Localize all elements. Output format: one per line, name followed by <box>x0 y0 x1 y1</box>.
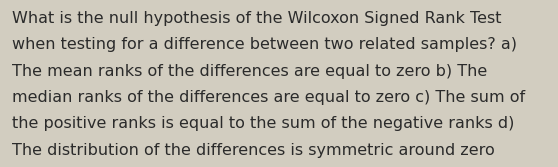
Text: The distribution of the differences is symmetric around zero: The distribution of the differences is s… <box>12 143 495 158</box>
Text: when testing for a difference between two related samples? a): when testing for a difference between tw… <box>12 37 517 52</box>
Text: median ranks of the differences are equal to zero c) The sum of: median ranks of the differences are equa… <box>12 90 526 105</box>
Text: the positive ranks is equal to the sum of the negative ranks d): the positive ranks is equal to the sum o… <box>12 116 514 131</box>
Text: What is the null hypothesis of the Wilcoxon Signed Rank Test: What is the null hypothesis of the Wilco… <box>12 11 502 26</box>
Text: The mean ranks of the differences are equal to zero b) The: The mean ranks of the differences are eq… <box>12 64 488 79</box>
